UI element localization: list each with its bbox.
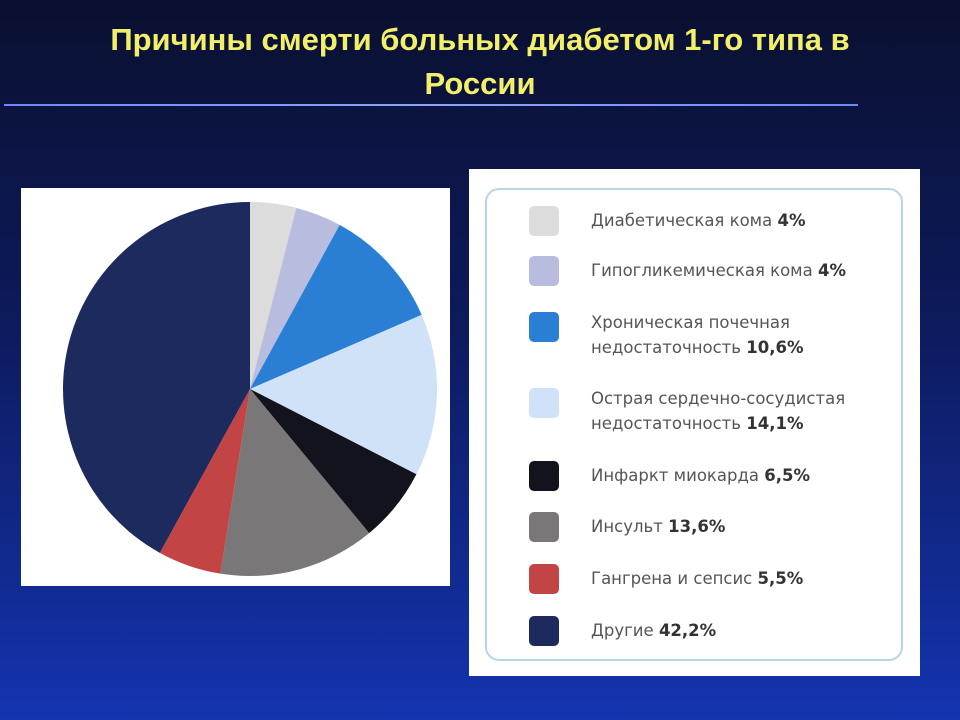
legend-label-line1: Гипогликемическая кома <box>591 261 813 280</box>
pie-slice-5 <box>250 389 417 534</box>
legend-label: Инфаркт миокарда 6,5% <box>591 463 891 488</box>
legend-label-line1: Острая сердечно-сосудистая <box>591 389 846 408</box>
legend-value: 42,2% <box>658 621 717 640</box>
legend-label-line1: Диабетическая кома <box>591 211 773 230</box>
legend-value: 4% <box>818 261 847 280</box>
legend-label: Инсульт 13,6% <box>591 514 891 539</box>
legend-swatch <box>529 616 559 646</box>
title-divider <box>4 104 858 106</box>
legend-label-line1: Другие <box>591 621 654 640</box>
pie-chart <box>63 202 437 576</box>
legend-label: Диабетическая кома 4% <box>591 208 891 233</box>
legend-label-line1: Инсульт <box>591 517 663 536</box>
pie-slice-6 <box>220 389 370 576</box>
legend-value: 4% <box>777 211 806 230</box>
legend-value: 6,5% <box>764 466 810 485</box>
legend-label-line1: Гангрена и сепсис <box>591 569 753 588</box>
legend-value: 5,5% <box>757 569 804 588</box>
legend-label: Гипогликемическая кома 4% <box>591 258 891 283</box>
legend-swatch <box>529 256 559 286</box>
legend-label: Гангрена и сепсис 5,5% <box>591 566 891 591</box>
legend-label: Острая сердечно-сосудистая недостаточност… <box>591 386 891 436</box>
legend-value: 10,6% <box>746 338 804 357</box>
pie-slice-2 <box>250 207 340 389</box>
legend-panel: Диабетическая кома 4% Гипогликемическая к… <box>469 169 920 676</box>
legend-label-line1: Хроническая почечная <box>591 313 790 332</box>
legend-swatch <box>529 388 559 418</box>
legend-swatch <box>529 206 559 236</box>
slide-title: Причины смерти больных диабетом 1-го тип… <box>110 22 850 101</box>
legend-label: Другие 42,2% <box>591 618 891 643</box>
pie-slice-3 <box>250 224 422 389</box>
legend-label-line1: Инфаркт миокарда <box>591 466 759 485</box>
legend-value: 14,1% <box>746 414 804 433</box>
pie-slice-7 <box>159 389 250 574</box>
pie-slice-4 <box>250 314 437 475</box>
legend-box: Диабетическая кома 4% Гипогликемическая к… <box>485 188 903 661</box>
legend-label-line2: недостаточность <box>591 414 741 433</box>
legend-swatch <box>529 312 559 342</box>
legend-label-line2: недостаточность <box>591 338 741 357</box>
pie-chart-panel <box>21 188 450 586</box>
pie-slice-1 <box>250 202 297 389</box>
legend-swatch <box>529 461 559 491</box>
legend-swatch <box>529 564 559 594</box>
legend-value: 13,6% <box>668 517 726 536</box>
legend-swatch <box>529 512 559 542</box>
legend-label: Хроническая почечная недостаточность 10,6… <box>591 310 891 360</box>
pie-slice-8 <box>63 202 250 553</box>
